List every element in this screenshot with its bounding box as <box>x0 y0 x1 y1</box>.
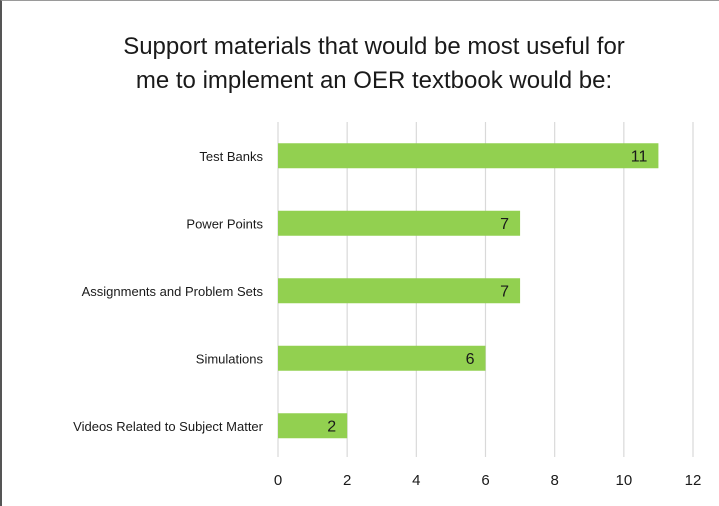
category-label: Test Banks <box>199 149 263 164</box>
bar-value-label: 7 <box>500 216 509 233</box>
bars: 11 7 7 6 2 <box>278 143 659 439</box>
x-tick-label: 12 <box>685 472 702 489</box>
chart-title: Support materials that would be most use… <box>60 30 688 98</box>
x-tick-label: 0 <box>274 472 282 489</box>
x-tick-label: 10 <box>615 472 632 489</box>
x-tick-label: 4 <box>412 472 420 489</box>
x-tick-label: 8 <box>550 472 558 489</box>
bar <box>278 345 486 371</box>
bar <box>278 143 659 169</box>
x-axis-ticks: 0 2 4 6 8 10 12 <box>274 472 702 489</box>
x-tick-label: 6 <box>481 472 489 489</box>
category-label: Assignments and Problem Sets <box>82 284 264 299</box>
chart-title-line-2: me to implement an OER textbook would be… <box>135 67 613 94</box>
bar <box>278 278 521 304</box>
chart-title-line-1: Support materials that would be most use… <box>123 33 625 60</box>
bar-value-label: 11 <box>631 148 648 165</box>
bar-value-label: 6 <box>466 351 475 368</box>
bar-value-label: 2 <box>327 418 336 435</box>
bar <box>278 210 521 236</box>
bar-value-label: 7 <box>500 283 509 300</box>
category-label: Simulations <box>196 351 264 366</box>
category-label: Videos Related to Subject Matter <box>73 419 263 434</box>
category-label: Power Points <box>186 216 263 231</box>
x-tick-label: 2 <box>343 472 351 489</box>
bar <box>278 413 348 439</box>
category-labels: Test Banks Power Points Assignments and Pr… <box>73 149 263 434</box>
